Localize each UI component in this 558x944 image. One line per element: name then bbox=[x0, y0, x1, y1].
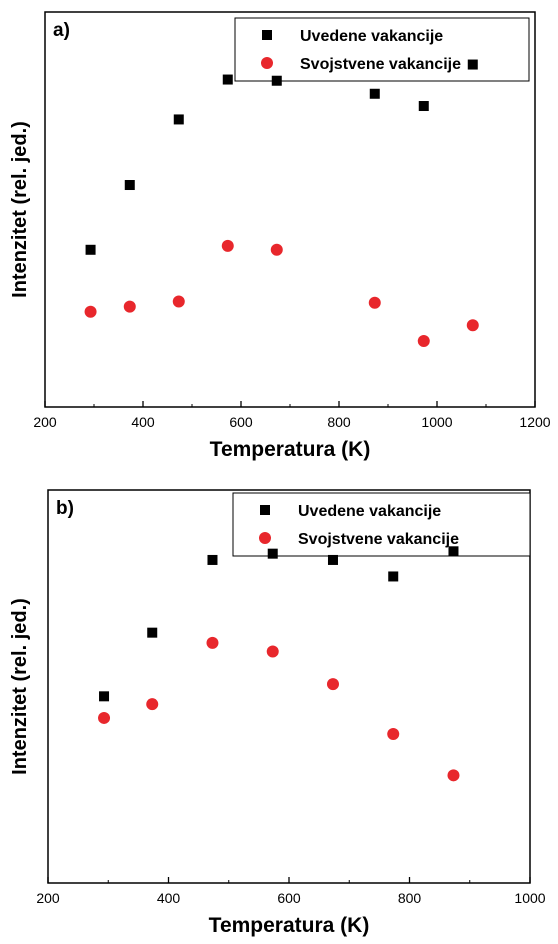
x-tick-label: 200 bbox=[36, 890, 60, 906]
panel-label: a) bbox=[53, 20, 70, 41]
legend-entry: Svojstvene vakancije bbox=[300, 56, 461, 73]
legend-box bbox=[234, 17, 530, 82]
data-point-circle bbox=[266, 645, 279, 658]
legend-marker-circle bbox=[259, 532, 271, 544]
x-tick-label: 200 bbox=[33, 414, 57, 430]
data-point-circle bbox=[146, 698, 159, 711]
data-point-circle bbox=[172, 295, 185, 308]
legend-marker-square bbox=[262, 30, 272, 40]
chart-panel-1: 200 400 600 800 1000 1200 Temperatura (K) Inten… bbox=[9, 11, 551, 461]
x-tick-label: 400 bbox=[131, 414, 155, 430]
data-point-circle bbox=[447, 769, 460, 782]
data-point-square bbox=[85, 244, 96, 255]
data-point-square bbox=[222, 74, 233, 85]
panel-label: b) bbox=[56, 498, 74, 519]
data-point-square bbox=[271, 75, 282, 86]
legend-marker-square bbox=[260, 505, 270, 515]
y-axis-label: Intenzitet (rel. jed.) bbox=[9, 121, 31, 298]
data-point-square bbox=[369, 88, 380, 99]
x-axis-label: Temperatura (K) bbox=[210, 438, 371, 461]
x-tick-label: 600 bbox=[277, 890, 301, 906]
data-point-circle bbox=[387, 728, 400, 741]
x-tick-label: 1000 bbox=[514, 890, 545, 906]
data-point-square bbox=[267, 548, 278, 559]
data-point-circle bbox=[98, 711, 111, 724]
data-point-square bbox=[388, 571, 399, 582]
y-axis-label: Intenzitet (rel. jed.) bbox=[9, 598, 31, 775]
data-point-circle bbox=[206, 636, 219, 649]
data-point-square bbox=[418, 101, 429, 112]
data-point-circle bbox=[221, 239, 234, 252]
chart-panel-2: 200 400 600 800 1000 Temperatura (K) Intenzite… bbox=[9, 489, 546, 937]
x-tick-label: 1200 bbox=[519, 414, 550, 430]
data-point-circle bbox=[270, 243, 283, 256]
legend-entry: Uvedene vakancije bbox=[298, 503, 441, 520]
data-point-circle bbox=[417, 335, 430, 348]
data-point-square bbox=[207, 554, 218, 565]
data-point-circle bbox=[466, 319, 479, 332]
data-point-square bbox=[99, 691, 110, 702]
data-point-square bbox=[448, 546, 459, 557]
legend-marker-circle bbox=[261, 57, 273, 69]
data-point-circle bbox=[84, 305, 97, 318]
data-point-circle bbox=[123, 300, 136, 313]
data-point-square bbox=[327, 554, 338, 565]
data-point-square bbox=[124, 180, 135, 191]
data-point-square bbox=[147, 627, 158, 638]
legend-box bbox=[232, 492, 531, 557]
data-point-circle bbox=[326, 678, 339, 691]
data-point-square bbox=[467, 59, 478, 70]
x-tick-label: 600 bbox=[229, 414, 253, 430]
x-axis-label: Temperatura (K) bbox=[209, 914, 370, 937]
data-point-square bbox=[173, 114, 184, 125]
legend-entry: Svojstvene vakancije bbox=[298, 531, 459, 548]
x-tick-label: 400 bbox=[157, 890, 181, 906]
x-tick-label: 800 bbox=[398, 890, 422, 906]
data-point-circle bbox=[368, 296, 381, 309]
legend-entry: Uvedene vakancije bbox=[300, 28, 443, 45]
x-tick-label: 800 bbox=[327, 414, 351, 430]
x-tick-label: 1000 bbox=[421, 414, 452, 430]
